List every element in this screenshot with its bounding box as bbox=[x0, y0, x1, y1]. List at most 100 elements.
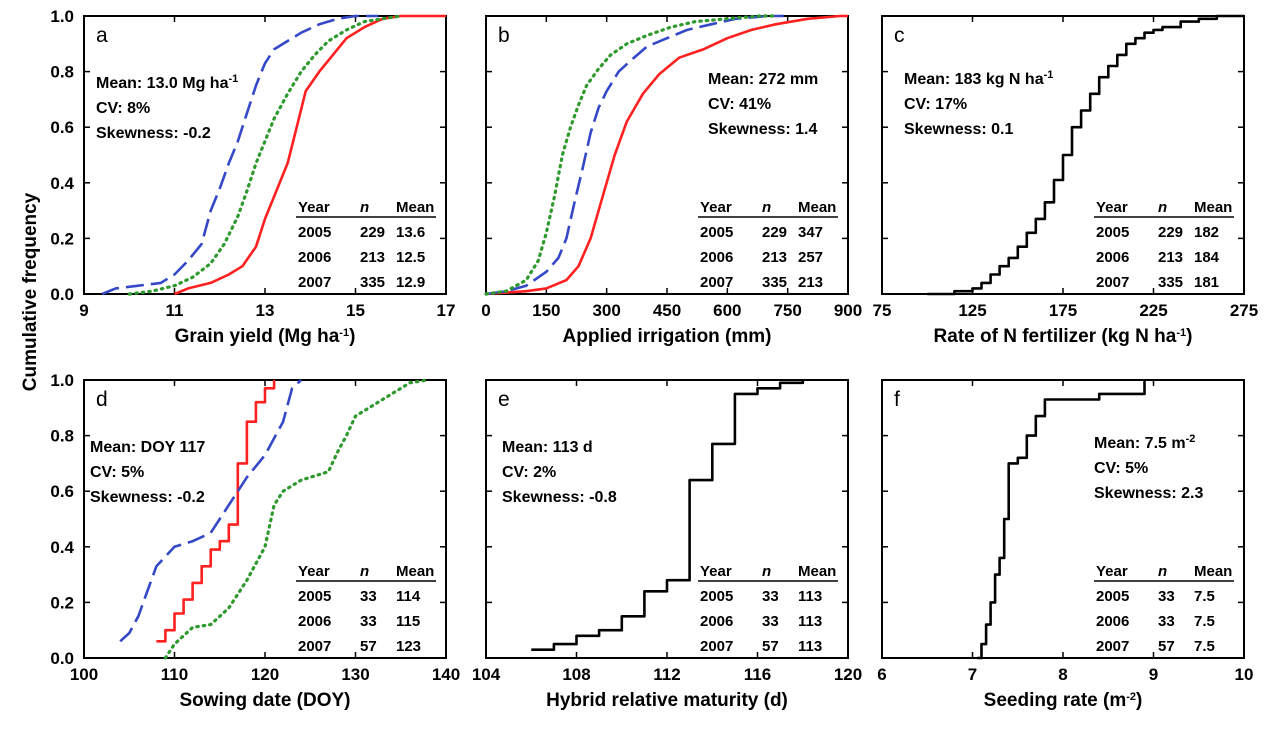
table-header-c: Mean bbox=[1194, 199, 1232, 216]
x-tick-label: 108 bbox=[562, 665, 590, 684]
table-cell-d: 2005 bbox=[298, 588, 331, 605]
y-tick-label: 0.6 bbox=[50, 118, 74, 137]
table-cell-a: 12.5 bbox=[396, 249, 425, 266]
table-cell-a: 2007 bbox=[298, 274, 331, 291]
series-line-c-all bbox=[927, 14, 1244, 296]
table-header-d: Mean bbox=[396, 563, 434, 580]
stat-line-d: Skewness: -0.2 bbox=[90, 489, 205, 506]
x-tick-label: 750 bbox=[773, 301, 801, 320]
table-cell-d: 2006 bbox=[298, 613, 331, 630]
table-header-b: Year bbox=[700, 199, 732, 216]
panel-letter-c: c bbox=[894, 24, 905, 47]
x-tick-label: 120 bbox=[251, 665, 279, 684]
table-header-c: n bbox=[1158, 199, 1167, 216]
table-header-d: Year bbox=[298, 563, 330, 580]
stat-line-c: Mean: 183 kg N ha-1 bbox=[904, 69, 1053, 88]
table-cell-b: 2007 bbox=[700, 274, 733, 291]
table-cell-d: 123 bbox=[396, 638, 421, 655]
table-header-b: n bbox=[762, 199, 771, 216]
x-tick-label: 13 bbox=[256, 301, 275, 320]
table-cell-c: 182 bbox=[1194, 224, 1219, 241]
series-line-e-all bbox=[531, 380, 805, 651]
table-cell-c: 335 bbox=[1158, 274, 1183, 291]
table-cell-c: 184 bbox=[1194, 249, 1220, 266]
stat-line-a: CV: 8% bbox=[96, 100, 150, 117]
panel-b: 0 150 300 450 600 750 900 Applied irrigation (m… bbox=[481, 14, 862, 347]
x-tick-label: 9 bbox=[1149, 665, 1158, 684]
x-axis-label-d: Sowing date (DOY) bbox=[180, 690, 351, 711]
x-tick-label: 125 bbox=[958, 301, 986, 320]
table-cell-f: 33 bbox=[1158, 613, 1175, 630]
stat-line-c: CV: 17% bbox=[904, 96, 967, 113]
table-cell-c: 2006 bbox=[1096, 249, 1129, 266]
stat-line-e: CV: 2% bbox=[502, 464, 556, 481]
table-cell-f: 2006 bbox=[1096, 613, 1129, 630]
table-cell-e: 113 bbox=[798, 638, 822, 655]
panel-f: 6 7 8 9 10 Seeding rate (m-2) f Mean: 7.5 m-2 CV… bbox=[877, 379, 1253, 711]
table-cell-a: 2005 bbox=[298, 224, 331, 241]
series-line-b-2005 bbox=[485, 14, 848, 296]
table-cell-d: 33 bbox=[360, 588, 377, 605]
table-cell-f: 2005 bbox=[1096, 588, 1129, 605]
panel-letter-d: d bbox=[96, 388, 108, 411]
y-tick-label: 1.0 bbox=[50, 7, 74, 26]
table-cell-a: 13.6 bbox=[396, 224, 425, 241]
table-cell-e: 2007 bbox=[700, 638, 733, 655]
x-tick-label: 6 bbox=[877, 665, 886, 684]
x-tick-label: 100 bbox=[70, 665, 98, 684]
y-tick-label: 0.8 bbox=[50, 63, 74, 82]
x-tick-label: 140 bbox=[432, 665, 460, 684]
table-cell-d: 33 bbox=[360, 613, 377, 630]
series-line-d-2007 bbox=[163, 378, 430, 660]
panel-letter-b: b bbox=[498, 24, 510, 47]
panel-letter-f: f bbox=[894, 388, 900, 411]
y-tick-label: 0.0 bbox=[50, 649, 74, 668]
x-tick-label: 110 bbox=[161, 665, 188, 684]
x-tick-label: 0 bbox=[481, 301, 490, 320]
table-cell-f: 2007 bbox=[1096, 638, 1129, 655]
table-cell-a: 2006 bbox=[298, 249, 331, 266]
series-line-d-2006 bbox=[119, 379, 303, 643]
y-tick-label: 0.4 bbox=[50, 174, 74, 193]
table-cell-b: 347 bbox=[798, 224, 823, 241]
table-cell-e: 113 bbox=[798, 613, 822, 630]
panel-frame-b bbox=[485, 15, 849, 295]
x-tick-label: 15 bbox=[346, 301, 365, 320]
stat-line-b: CV: 41% bbox=[708, 96, 771, 113]
table-cell-e: 33 bbox=[762, 588, 779, 605]
x-tick-label: 900 bbox=[834, 301, 862, 320]
table-cell-c: 229 bbox=[1158, 224, 1183, 241]
y-tick-label: 0.4 bbox=[50, 538, 74, 557]
panels-group: 9 11 13 15 17 0.0 0.2 0.4 0.6 0.8 1.0 Grain yield (… bbox=[50, 7, 1258, 711]
table-header-b: Mean bbox=[798, 199, 836, 216]
x-tick-label: 104 bbox=[472, 665, 501, 684]
x-tick-label: 150 bbox=[532, 301, 560, 320]
table-cell-c: 181 bbox=[1194, 274, 1219, 291]
x-tick-label: 275 bbox=[1230, 301, 1258, 320]
table-cell-d: 57 bbox=[360, 638, 377, 655]
table-cell-c: 2005 bbox=[1096, 224, 1129, 241]
x-tick-label: 112 bbox=[653, 665, 680, 684]
table-cell-a: 213 bbox=[360, 249, 385, 266]
y-tick-label: 0.0 bbox=[50, 285, 74, 304]
x-tick-label: 130 bbox=[341, 665, 369, 684]
table-cell-b: 213 bbox=[762, 249, 787, 266]
x-tick-label: 116 bbox=[744, 665, 771, 684]
series-line-a-2006 bbox=[101, 14, 379, 296]
panel-e: 104 108 112 116 120 Hybrid relative maturity … bbox=[472, 379, 862, 711]
panel-c: 75 125 175 225 275 Rate of N fertilizer (kg N… bbox=[873, 14, 1258, 347]
panel-letter-a: a bbox=[96, 24, 108, 47]
table-cell-c: 213 bbox=[1158, 249, 1183, 266]
x-tick-label: 225 bbox=[1139, 301, 1167, 320]
table-header-e: n bbox=[762, 563, 771, 580]
table-header-e: Year bbox=[700, 563, 732, 580]
panel-frame-a bbox=[83, 15, 447, 295]
panel-a: 9 11 13 15 17 0.0 0.2 0.4 0.6 0.8 1.0 Grain yield (… bbox=[50, 7, 455, 347]
x-tick-label: 600 bbox=[713, 301, 741, 320]
stat-line-d: Mean: DOY 117 bbox=[90, 439, 205, 456]
table-header-f: n bbox=[1158, 563, 1167, 580]
table-cell-b: 213 bbox=[798, 274, 823, 291]
series-line-a-2007 bbox=[127, 14, 403, 296]
stat-line-b: Mean: 272 mm bbox=[708, 71, 818, 88]
x-tick-label: 300 bbox=[592, 301, 620, 320]
